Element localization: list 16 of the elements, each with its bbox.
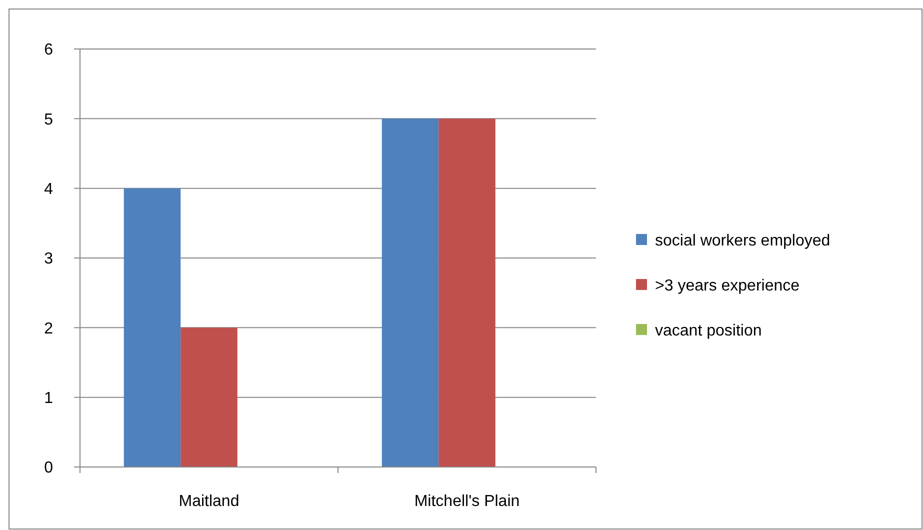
y-tick-label: 6 (44, 42, 54, 59)
bar (438, 118, 496, 467)
y-tick-label: 2 (44, 320, 54, 338)
bar (124, 188, 181, 467)
x-tick-label: Maitland (178, 493, 240, 510)
y-tick-label: 5 (44, 111, 54, 128)
legend-label: vacant position (655, 322, 762, 340)
y-tick-label: 4 (44, 180, 54, 198)
y-tick-label: 3 (44, 250, 54, 268)
x-tick-label: Mitchell's Plain (414, 493, 520, 510)
bar (382, 118, 439, 467)
bar (180, 328, 238, 467)
y-tick-label: 1 (44, 390, 54, 407)
y-tick-label: 0 (44, 460, 54, 477)
legend-label: social workers employed (655, 232, 830, 250)
legend-label: >3 years experience (655, 278, 800, 295)
